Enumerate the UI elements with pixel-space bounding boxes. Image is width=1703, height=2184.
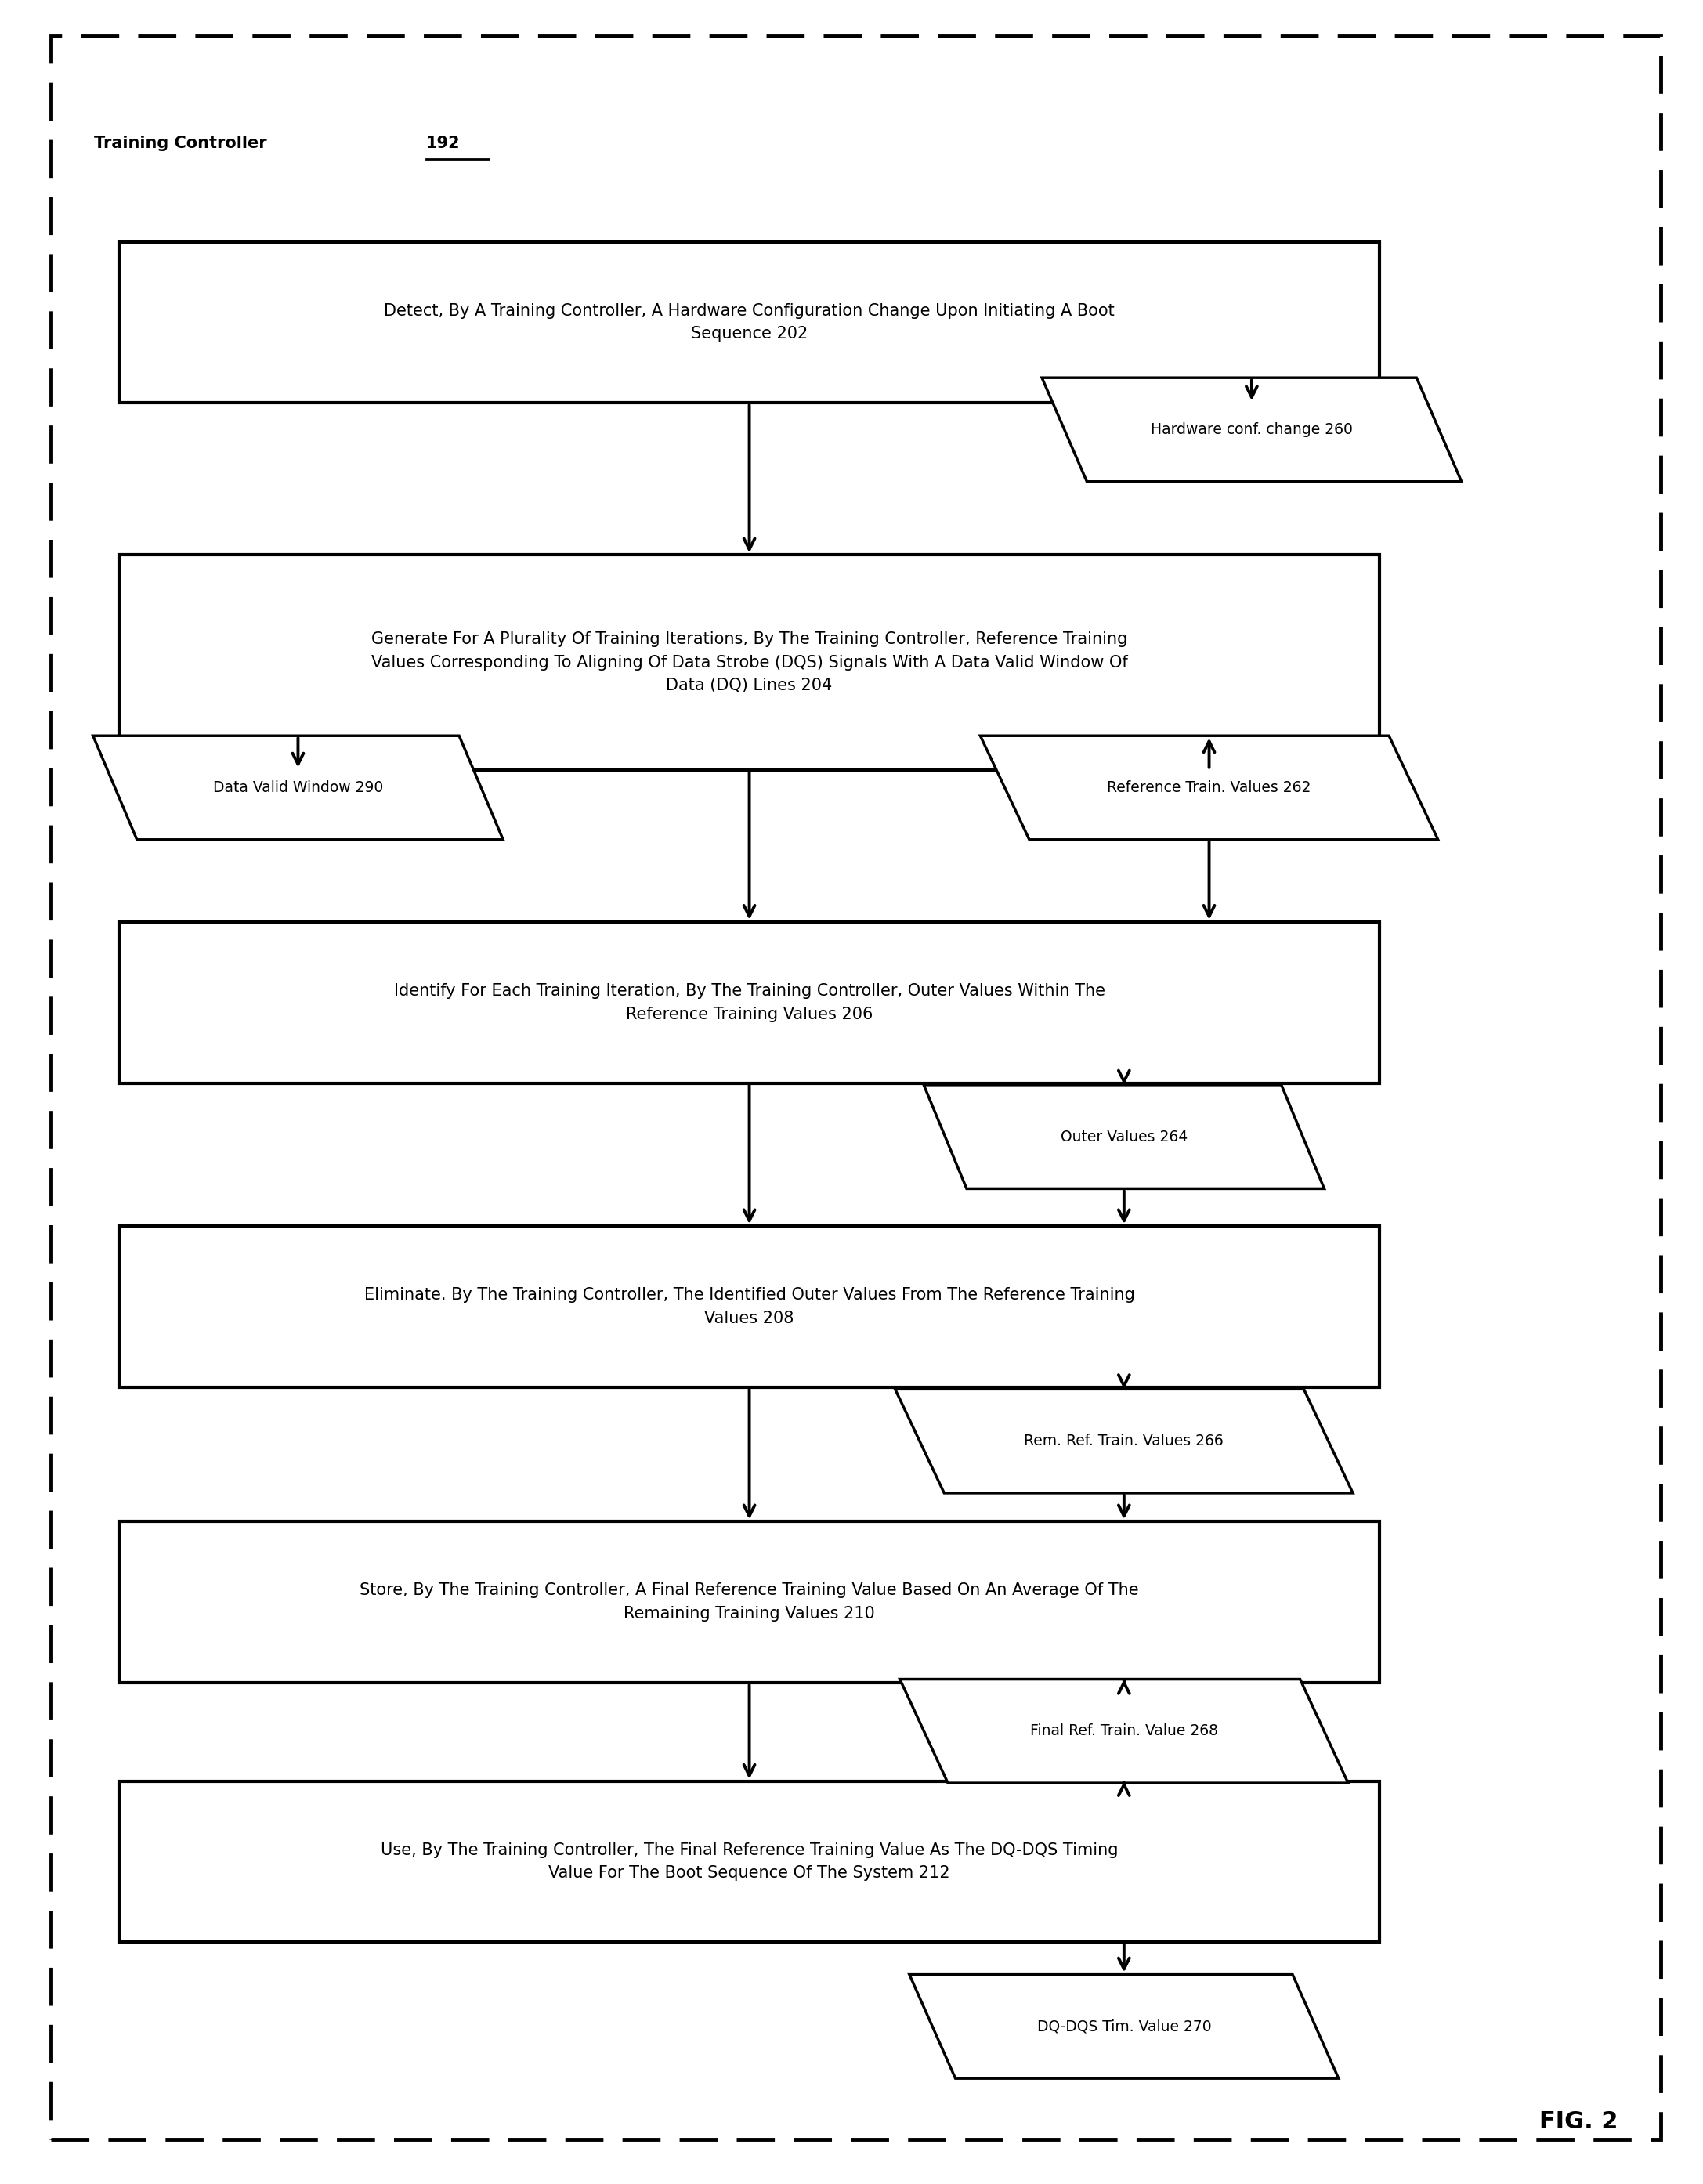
Polygon shape xyxy=(899,1679,1349,1782)
Text: Identify For Each Training Iteration, By The Training Controller, Outer Values W: Identify For Each Training Iteration, By… xyxy=(393,983,1105,1022)
Text: Reference Train. Values 262: Reference Train. Values 262 xyxy=(1107,780,1311,795)
Bar xyxy=(119,242,1379,402)
Bar xyxy=(119,1225,1379,1387)
Bar xyxy=(119,1782,1379,1942)
Text: Eliminate. By The Training Controller, The Identified Outer Values From The Refe: Eliminate. By The Training Controller, T… xyxy=(364,1286,1134,1326)
Text: Use, By The Training Controller, The Final Reference Training Value As The DQ-DQ: Use, By The Training Controller, The Fin… xyxy=(380,1843,1119,1880)
Bar xyxy=(119,922,1379,1083)
Bar xyxy=(119,1522,1379,1682)
Polygon shape xyxy=(896,1389,1352,1494)
Text: DQ-DQS Tim. Value 270: DQ-DQS Tim. Value 270 xyxy=(1037,2018,1211,2033)
Text: Outer Values 264: Outer Values 264 xyxy=(1061,1129,1187,1144)
Text: Detect, By A Training Controller, A Hardware Configuration Change Upon Initiatin: Detect, By A Training Controller, A Hard… xyxy=(383,304,1115,341)
Text: Hardware conf. change 260: Hardware conf. change 260 xyxy=(1151,422,1352,437)
Text: 192: 192 xyxy=(426,135,460,151)
Text: Rem. Ref. Train. Values 266: Rem. Ref. Train. Values 266 xyxy=(1024,1433,1224,1448)
Text: Store, By The Training Controller, A Final Reference Training Value Based On An : Store, By The Training Controller, A Fin… xyxy=(359,1583,1139,1623)
Text: Data Valid Window 290: Data Valid Window 290 xyxy=(213,780,383,795)
Polygon shape xyxy=(981,736,1437,839)
Polygon shape xyxy=(909,1974,1339,2079)
Polygon shape xyxy=(1042,378,1461,480)
Text: Generate For A Plurality Of Training Iterations, By The Training Controller, Ref: Generate For A Plurality Of Training Ite… xyxy=(371,631,1127,692)
Polygon shape xyxy=(94,736,502,839)
Text: Final Ref. Train. Value 268: Final Ref. Train. Value 268 xyxy=(1030,1723,1218,1738)
Text: FIG. 2: FIG. 2 xyxy=(1540,2110,1618,2134)
Text: Training Controller: Training Controller xyxy=(94,135,272,151)
Bar xyxy=(119,555,1379,769)
Polygon shape xyxy=(923,1085,1325,1188)
